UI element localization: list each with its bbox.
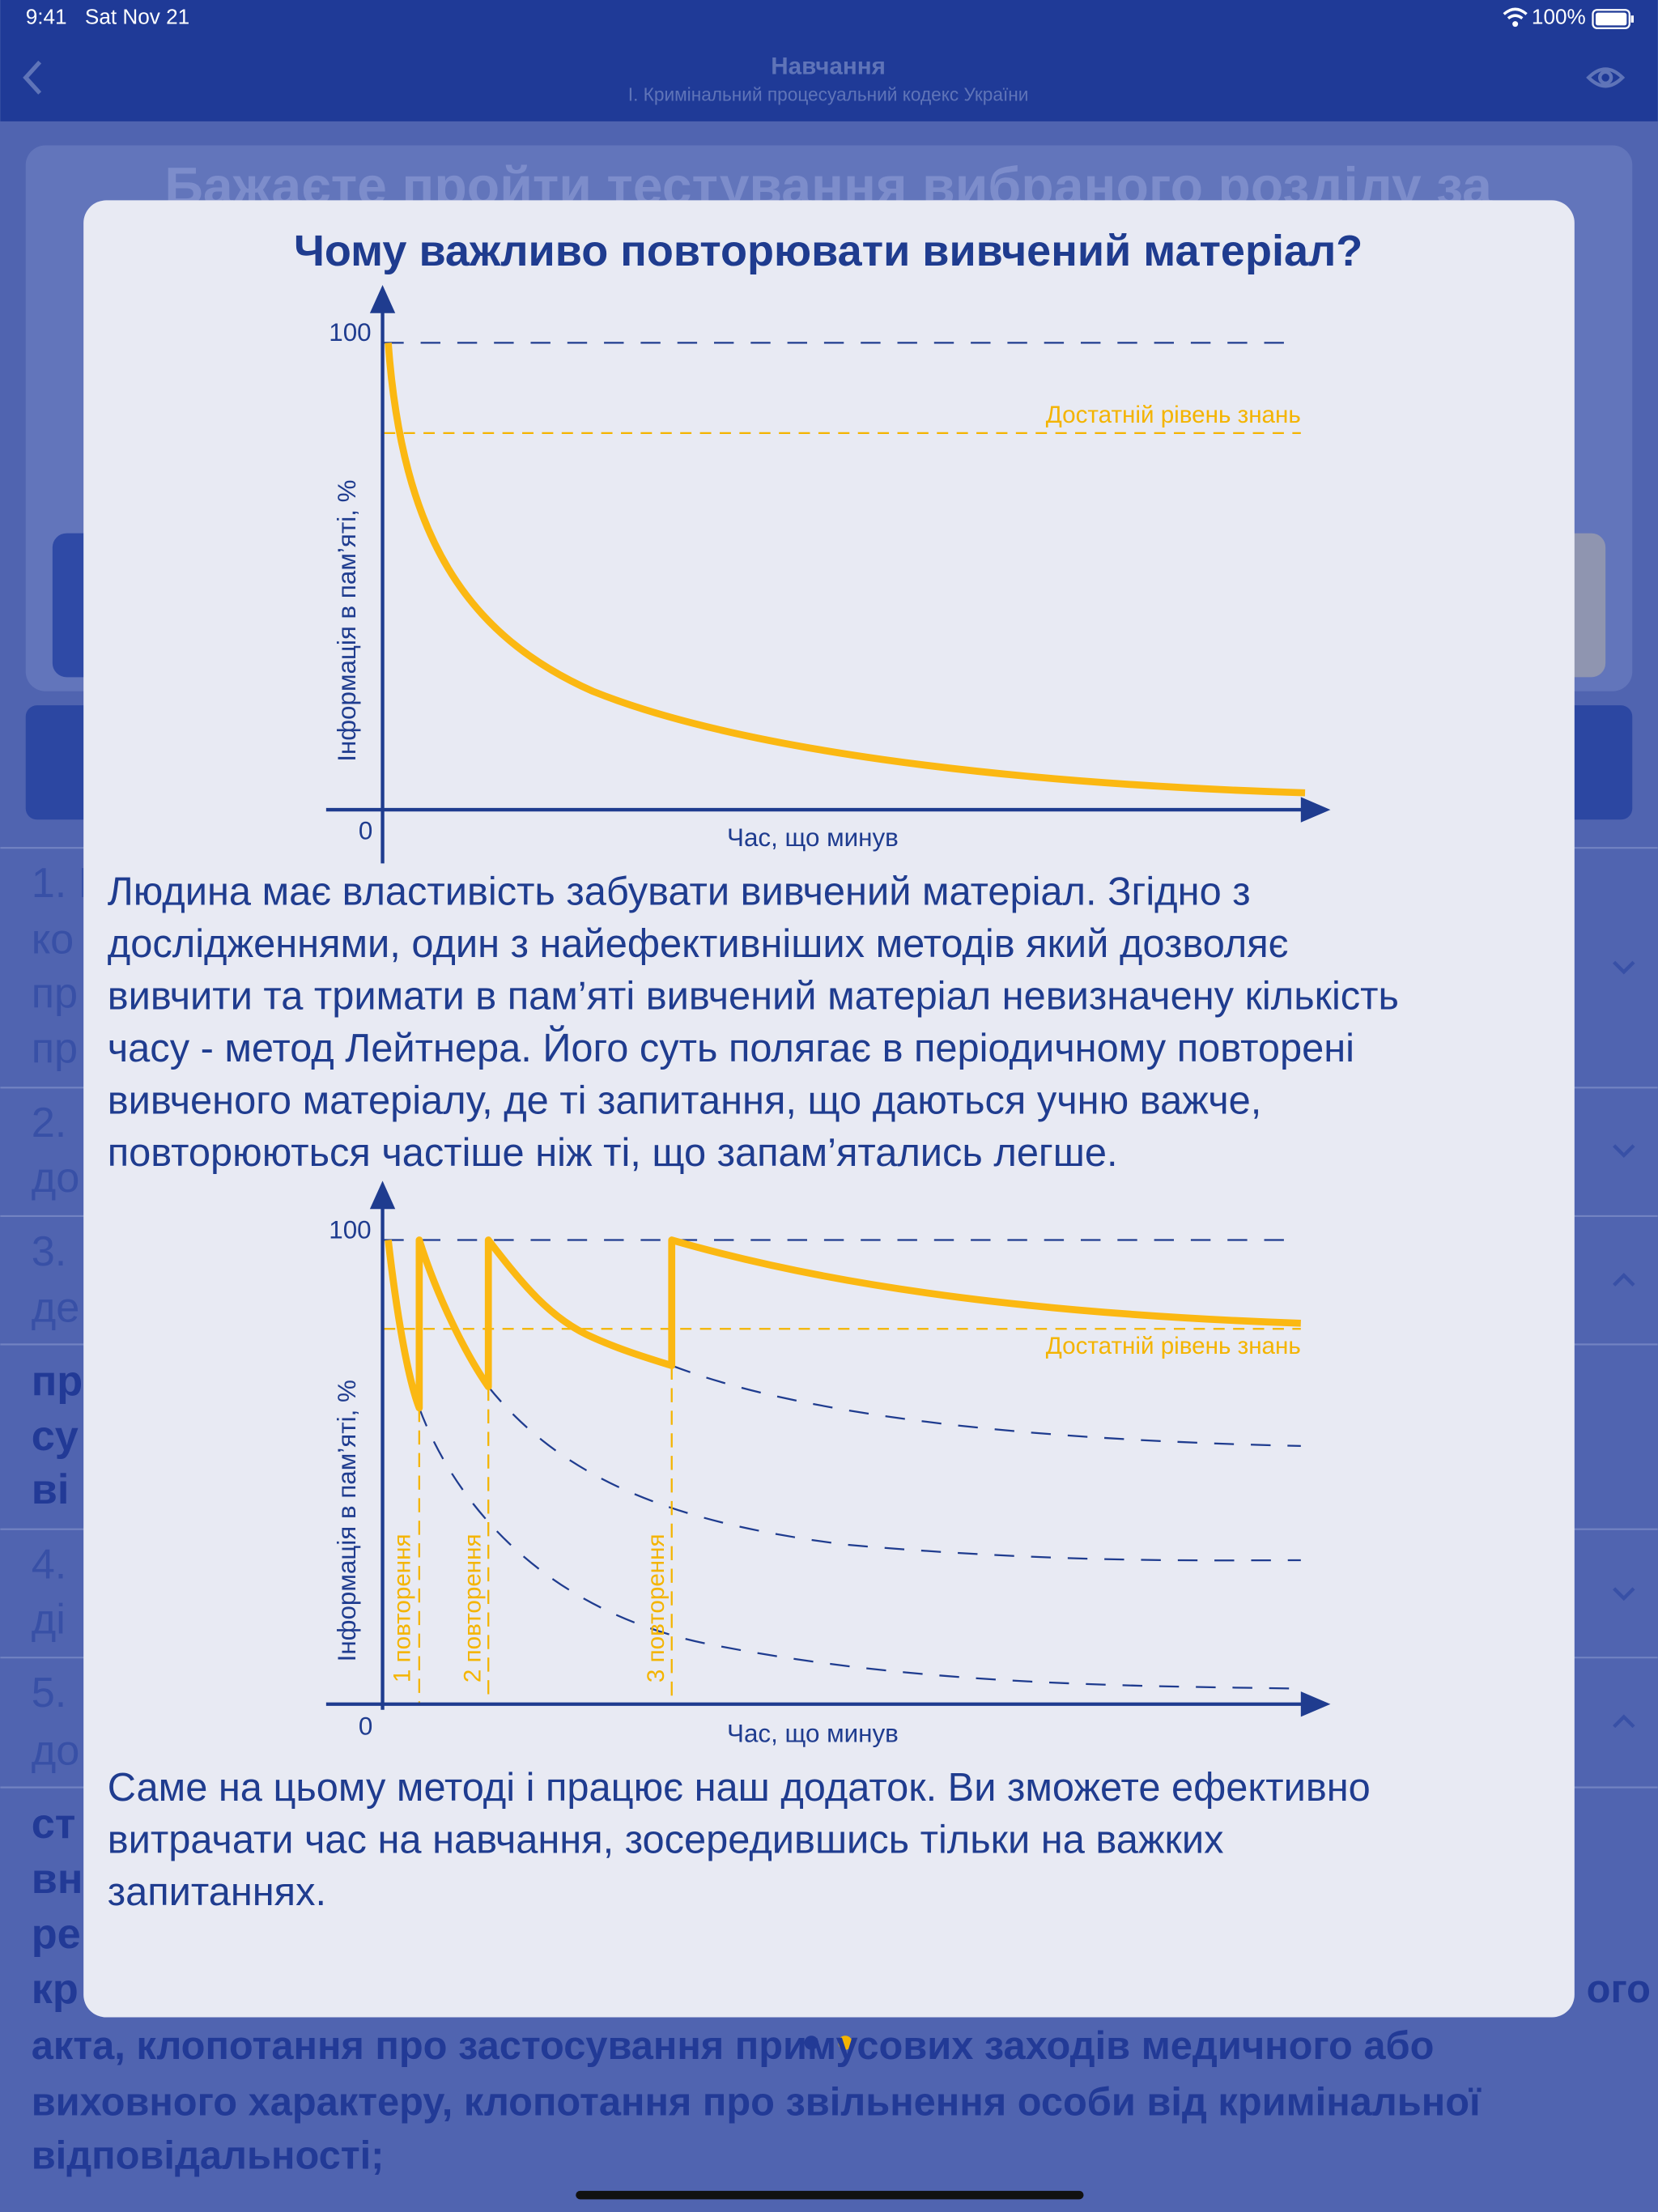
y-arrow bbox=[369, 1180, 396, 1210]
repetition-label: 1 повторення bbox=[389, 1534, 416, 1682]
y-max-label: 100 bbox=[329, 1215, 371, 1244]
threshold-label: Достатній рівень знань bbox=[1046, 1333, 1301, 1359]
list-item-text: 5. bbox=[32, 1670, 67, 1716]
back-button[interactable] bbox=[23, 60, 42, 95]
list-item-text: вн bbox=[32, 1856, 83, 1903]
list-item-text: ді bbox=[32, 1597, 66, 1644]
modal bbox=[83, 200, 1575, 2018]
paragraph-line: часу - метод Лейтнера. Його суть полягає… bbox=[108, 1026, 1354, 1070]
list-item-text: пр bbox=[32, 970, 78, 1017]
wifi-dot bbox=[1512, 21, 1519, 28]
list-item-text: кр bbox=[32, 1966, 79, 2013]
repetition-curve bbox=[385, 1236, 1301, 1412]
y-max-label: 100 bbox=[329, 318, 371, 347]
paragraph-line: дослідженнями, один з найефективніших ме… bbox=[108, 922, 1289, 966]
list-item-text: 4. bbox=[32, 1542, 67, 1589]
status-time: 9:41 bbox=[26, 5, 67, 29]
list-item-text: виховного характеру, клопотання про звіл… bbox=[32, 2080, 1482, 2124]
list-item-text: до bbox=[32, 1155, 80, 1202]
forgetting-curve bbox=[385, 342, 1306, 797]
chevrons bbox=[1613, 960, 1635, 1729]
list-item-text: ого bbox=[1587, 1967, 1651, 2011]
eye-icon[interactable] bbox=[1586, 67, 1626, 88]
list-item-text: де bbox=[32, 1284, 80, 1331]
decay-curves bbox=[418, 1364, 1301, 1690]
nav-bar bbox=[0, 0, 1658, 121]
page-dot[interactable] bbox=[804, 2035, 818, 2050]
paragraph-line: запитаннях. bbox=[108, 1870, 326, 1914]
y-axis-label: Інформація в пам’яті, % bbox=[333, 1380, 361, 1661]
y-arrow bbox=[369, 284, 396, 313]
modal-title: Чому важливо повторювати вивчений матері… bbox=[294, 227, 1363, 275]
x-axis-label: Час, що минув bbox=[727, 823, 899, 852]
list-item-text: пр bbox=[32, 1358, 83, 1405]
page-dot-active[interactable] bbox=[838, 2035, 852, 2050]
list-item-text: відповідальності; bbox=[32, 2134, 385, 2178]
list-item-text: ст bbox=[32, 1801, 76, 1848]
wifi-icon bbox=[1503, 7, 1528, 20]
paragraph-line: вивченого матеріалу, де ті запитання, що… bbox=[108, 1078, 1262, 1122]
nav-title: Навчання bbox=[771, 53, 886, 79]
paragraph-line: Людина має властивість забувати вивчений… bbox=[108, 870, 1251, 914]
list-item-text: 3. bbox=[32, 1228, 67, 1275]
list-item-text: до bbox=[32, 1728, 80, 1775]
status-date: Sat Nov 21 bbox=[85, 5, 189, 29]
list-item-text: ко bbox=[32, 917, 74, 963]
list-item-text: пр bbox=[32, 1025, 78, 1072]
battery-level: 100% bbox=[1532, 5, 1586, 29]
x-arrow bbox=[1300, 1691, 1331, 1717]
home-indicator bbox=[576, 2190, 1084, 2200]
nav-subtitle: І. Кримінальний процесуальний кодекс Укр… bbox=[628, 83, 1029, 104]
list-item-text: акта, клопотання про застосування примус… bbox=[32, 2024, 1435, 2068]
paragraph-line: витрачати час на навчання, зосередившись… bbox=[108, 1818, 1224, 1861]
origin-label: 0 bbox=[359, 1712, 372, 1741]
paragraph-line: Саме на цьому методі і працює наш додато… bbox=[108, 1766, 1371, 1810]
list-item-text: ві bbox=[32, 1466, 70, 1513]
paragraph-line: вивчити та тримати в пам’яті вивчений ма… bbox=[108, 974, 1399, 1018]
list-item-text: су bbox=[32, 1413, 79, 1460]
chart-1 bbox=[325, 284, 1331, 864]
repetition-lines bbox=[418, 1365, 673, 1704]
origin-label: 0 bbox=[359, 816, 372, 844]
chart-2 bbox=[325, 1180, 1331, 1717]
list-item-text: ре bbox=[32, 1911, 81, 1958]
paragraph-line: повторюються частіше ніж ті, що запам’ят… bbox=[108, 1131, 1118, 1175]
x-arrow bbox=[1300, 797, 1331, 823]
list-item-text: 2. bbox=[32, 1100, 67, 1146]
repetition-label: 3 повторення bbox=[643, 1534, 670, 1682]
y-axis-label: Інформація в пам’яті, % bbox=[333, 479, 361, 761]
threshold-label: Достатній рівень знань bbox=[1046, 402, 1301, 428]
battery-icon bbox=[1592, 9, 1635, 29]
x-axis-label: Час, що минув bbox=[727, 1719, 899, 1747]
repetition-label: 2 повторення bbox=[460, 1534, 487, 1682]
